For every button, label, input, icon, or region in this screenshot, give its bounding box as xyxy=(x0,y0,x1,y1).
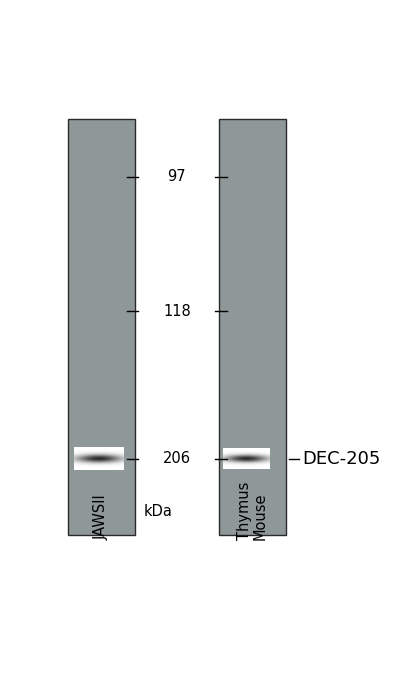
Text: Mouse: Mouse xyxy=(252,492,267,540)
Text: DEC-205: DEC-205 xyxy=(301,449,380,468)
Text: 118: 118 xyxy=(163,304,190,319)
Bar xyxy=(218,119,285,535)
Text: JAWSII: JAWSII xyxy=(94,495,109,540)
Text: 97: 97 xyxy=(167,170,186,185)
Text: kDa: kDa xyxy=(143,504,172,519)
Text: Thymus: Thymus xyxy=(236,482,251,540)
Text: 206: 206 xyxy=(162,451,190,466)
Bar xyxy=(68,119,135,535)
